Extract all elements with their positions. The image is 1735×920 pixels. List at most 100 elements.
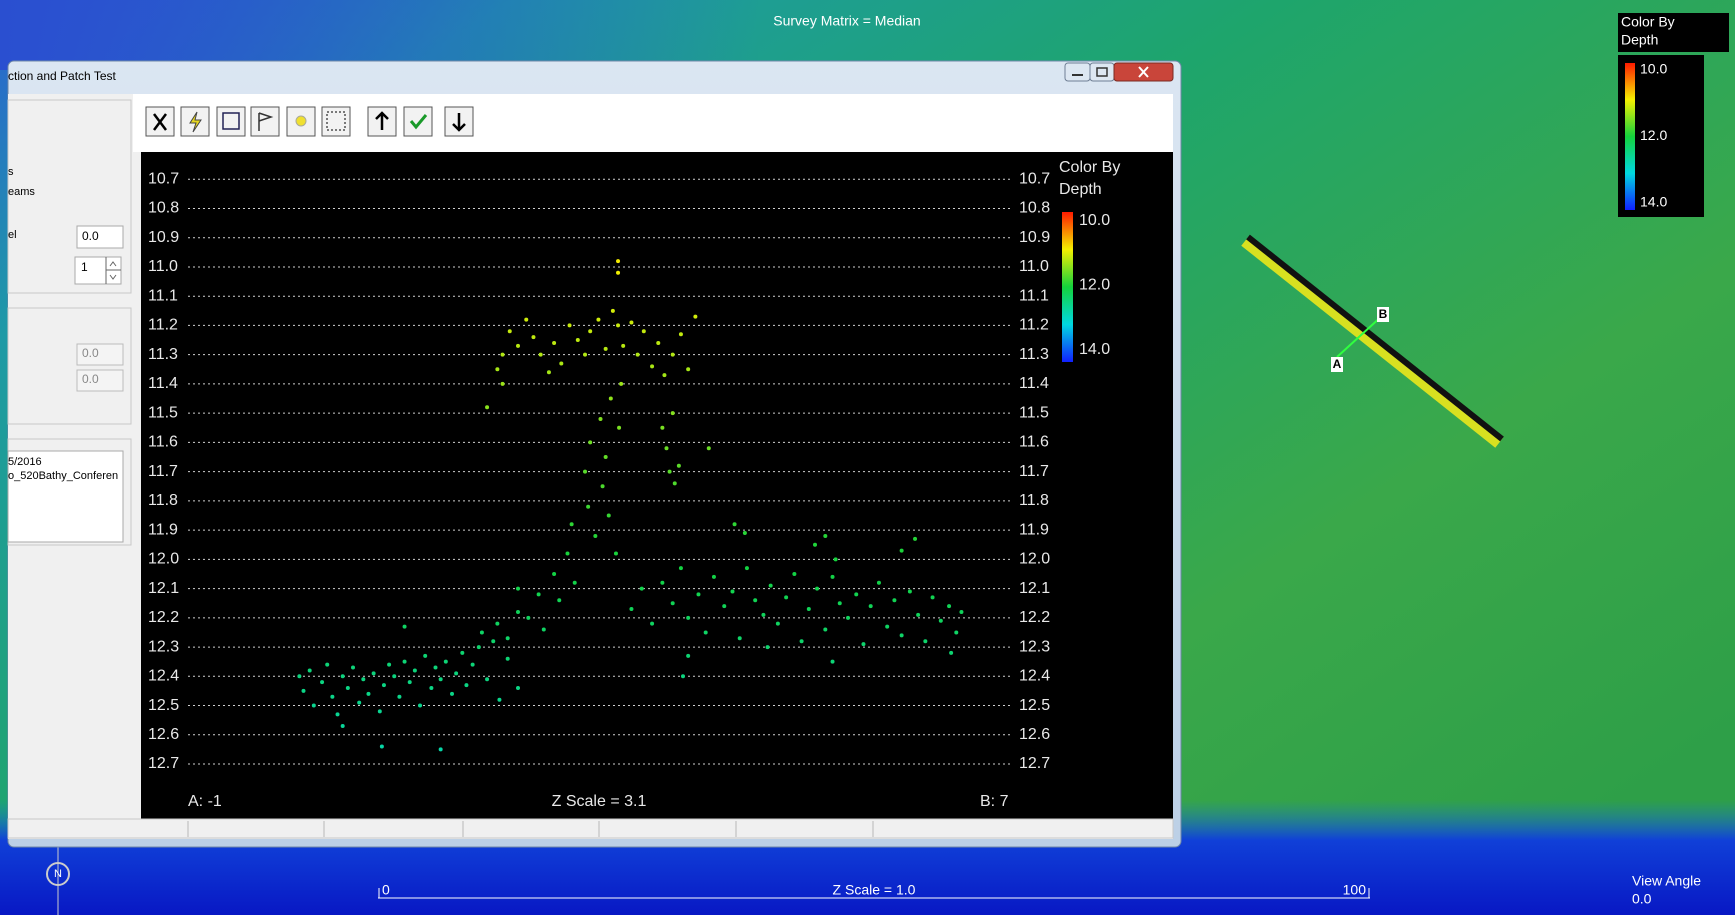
legend-title: Color By xyxy=(1621,14,1675,30)
point xyxy=(877,581,881,585)
point xyxy=(800,639,804,643)
point xyxy=(586,505,590,509)
point xyxy=(823,628,827,632)
point xyxy=(423,654,427,658)
point xyxy=(629,607,633,611)
point xyxy=(501,353,505,357)
list-item[interactable]: o_520Bathy_Conferen xyxy=(8,470,118,482)
point xyxy=(650,622,654,626)
point xyxy=(497,698,501,702)
point xyxy=(361,677,365,681)
point xyxy=(491,639,495,643)
point xyxy=(312,704,316,708)
point xyxy=(616,323,620,327)
point xyxy=(552,572,556,576)
y-tick-label: 12.5 xyxy=(148,697,179,714)
maximize-button[interactable] xyxy=(1090,63,1114,81)
point xyxy=(539,353,543,357)
point xyxy=(679,332,683,336)
point xyxy=(320,680,324,684)
tool-button[interactable] xyxy=(217,107,245,136)
point xyxy=(900,549,904,553)
point xyxy=(450,692,454,696)
tool-icon xyxy=(296,116,306,126)
point xyxy=(892,598,896,602)
y-tick-label-right: 11.0 xyxy=(1019,258,1049,275)
point xyxy=(916,613,920,617)
point xyxy=(900,633,904,637)
point xyxy=(671,411,675,415)
point xyxy=(570,522,574,526)
point xyxy=(557,598,561,602)
point xyxy=(671,353,675,357)
point xyxy=(743,531,747,535)
point xyxy=(576,338,580,342)
y-tick-label: 11.4 xyxy=(148,375,178,392)
y-tick-label: 12.4 xyxy=(148,668,179,685)
legend-tick-label: 14.0 xyxy=(1079,341,1110,358)
point xyxy=(959,610,963,614)
point xyxy=(813,543,817,547)
legend-title: Depth xyxy=(1621,32,1658,48)
y-tick-label-right: 12.2 xyxy=(1019,609,1050,626)
point xyxy=(908,590,912,594)
point xyxy=(693,315,697,319)
point xyxy=(485,405,489,409)
list-item[interactable]: 5/2016 xyxy=(8,456,42,468)
point xyxy=(382,683,386,687)
point xyxy=(495,367,499,371)
y-tick-label-right: 12.6 xyxy=(1019,726,1050,743)
legend-title: Depth xyxy=(1059,181,1102,198)
point xyxy=(949,651,953,655)
point xyxy=(776,622,780,626)
point xyxy=(573,581,577,585)
window-title: ction and Patch Test xyxy=(8,69,117,83)
point xyxy=(454,671,458,675)
y-tick-label-right: 11.1 xyxy=(1019,287,1049,304)
y-tick-label-right: 11.3 xyxy=(1019,346,1049,363)
point xyxy=(460,651,464,655)
point xyxy=(792,572,796,576)
point xyxy=(542,628,546,632)
point xyxy=(947,604,951,608)
y-tick-label: 11.3 xyxy=(148,346,178,363)
y-tick-label: 11.7 xyxy=(148,463,178,480)
point xyxy=(923,639,927,643)
tool-button[interactable] xyxy=(404,107,432,136)
tool-button[interactable] xyxy=(251,107,279,136)
minimize-button[interactable] xyxy=(1065,63,1090,81)
legend-tick-label: 12.0 xyxy=(1079,277,1110,294)
point xyxy=(846,616,850,620)
y-tick-label: 11.9 xyxy=(148,521,178,538)
tool-button[interactable] xyxy=(322,107,350,136)
point xyxy=(588,329,592,333)
option-label: eams xyxy=(8,186,35,198)
point xyxy=(413,668,417,672)
point xyxy=(954,630,958,634)
legend-colorbar xyxy=(1625,63,1635,210)
point xyxy=(516,587,520,591)
point xyxy=(403,625,407,629)
legend-tick-label: 10.0 xyxy=(1079,212,1110,229)
point xyxy=(341,724,345,728)
y-tick-label-right: 11.8 xyxy=(1019,492,1049,509)
point xyxy=(660,581,664,585)
y-tick-label-right: 10.8 xyxy=(1019,200,1050,217)
point xyxy=(861,642,865,646)
y-tick-label: 11.8 xyxy=(148,492,178,509)
point xyxy=(325,663,329,667)
y-tick-label: 12.0 xyxy=(148,551,179,568)
compass-label: N xyxy=(54,868,62,880)
point xyxy=(722,604,726,608)
point xyxy=(566,552,570,556)
point xyxy=(366,692,370,696)
point xyxy=(516,686,520,690)
point xyxy=(380,744,384,748)
point xyxy=(583,470,587,474)
point xyxy=(671,601,675,605)
y-tick-label: 12.3 xyxy=(148,638,179,655)
point xyxy=(650,364,654,368)
point xyxy=(336,712,340,716)
point xyxy=(593,534,597,538)
y-tick-label: 10.8 xyxy=(148,200,179,217)
